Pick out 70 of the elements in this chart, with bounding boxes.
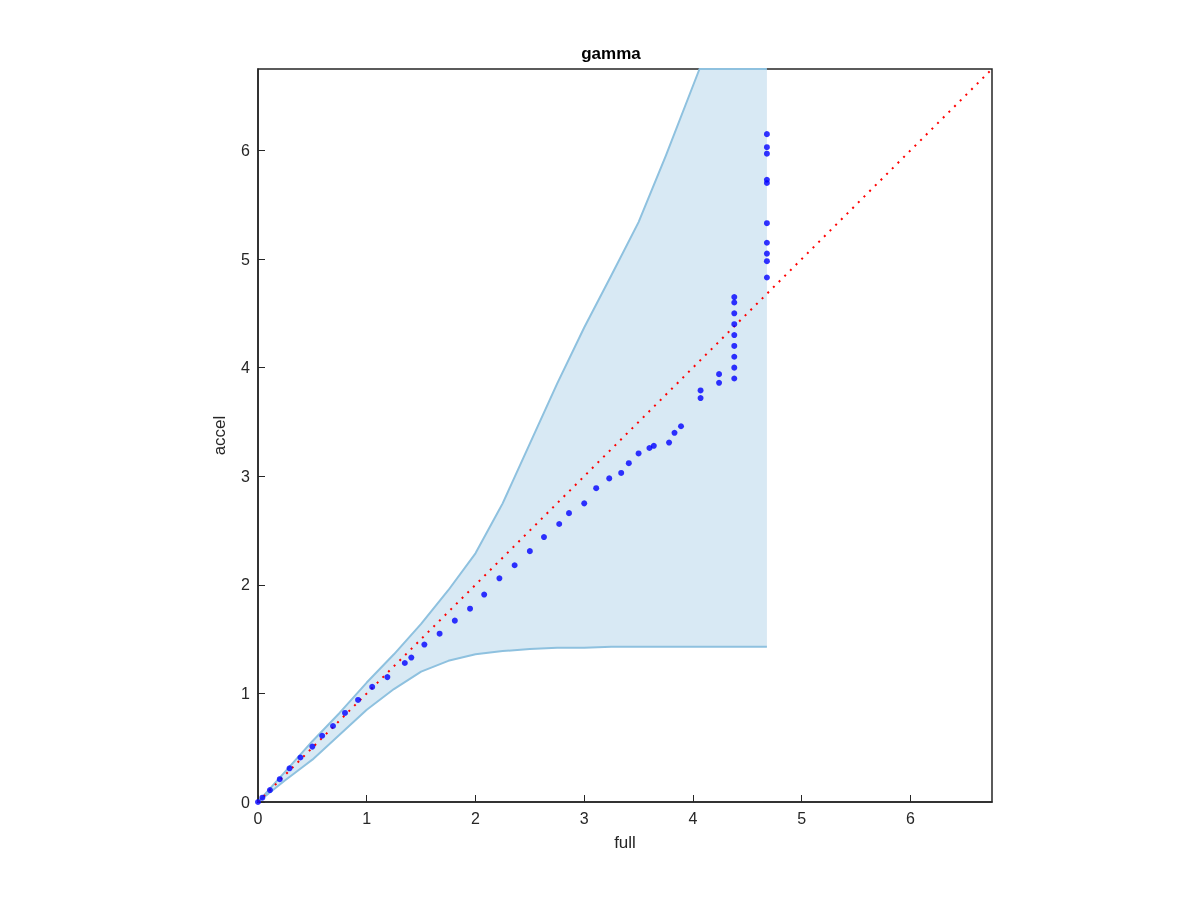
point <box>309 743 316 750</box>
point <box>297 754 304 761</box>
point <box>467 605 474 612</box>
y-tick-label: 2 <box>241 576 251 594</box>
point <box>330 722 337 729</box>
point <box>731 332 738 339</box>
point <box>731 364 738 371</box>
x-tick-label: 2 <box>471 809 481 827</box>
point <box>763 274 770 281</box>
point <box>731 310 738 317</box>
point <box>556 521 563 527</box>
point <box>618 469 625 476</box>
point <box>666 439 673 446</box>
point <box>540 534 547 541</box>
point <box>731 353 738 360</box>
point <box>319 732 326 739</box>
x-tick-label: 4 <box>688 809 698 827</box>
y-tick-label: 4 <box>241 359 251 377</box>
point <box>763 258 770 265</box>
point <box>763 150 770 157</box>
y-tick-label: 5 <box>241 250 251 268</box>
y-tick-label: 6 <box>241 141 251 159</box>
point <box>625 460 632 467</box>
x-tick-label: 6 <box>905 809 915 827</box>
point <box>731 294 738 301</box>
y-tick-label: 0 <box>241 793 251 811</box>
point <box>511 562 518 569</box>
point <box>581 500 588 507</box>
y-tick-label: 3 <box>241 467 251 485</box>
point <box>401 660 408 666</box>
point <box>255 799 261 805</box>
point <box>276 776 283 783</box>
point <box>763 220 770 227</box>
point <box>566 510 572 517</box>
point <box>481 591 488 598</box>
x-tick-label: 3 <box>579 809 589 827</box>
point <box>678 423 684 430</box>
point <box>266 787 273 794</box>
point <box>731 342 738 349</box>
point <box>763 250 770 257</box>
point <box>635 450 642 457</box>
point <box>763 144 770 151</box>
point <box>650 442 657 449</box>
chart-title: gamma <box>581 44 642 63</box>
point <box>763 131 770 138</box>
point <box>716 371 723 378</box>
point <box>671 429 678 436</box>
point <box>496 575 503 582</box>
point <box>606 475 613 482</box>
point <box>731 321 738 328</box>
y-tick-label: 1 <box>241 684 251 702</box>
x-axis-title: full <box>614 833 636 852</box>
point <box>593 485 600 492</box>
point <box>716 379 723 386</box>
point <box>421 641 428 648</box>
point <box>526 548 533 555</box>
point <box>697 387 704 394</box>
point <box>697 395 704 402</box>
point <box>451 617 458 624</box>
y-axis-title: accel <box>210 415 229 456</box>
x-tick-label: 5 <box>797 809 807 827</box>
point <box>763 180 770 187</box>
point <box>763 239 770 246</box>
point <box>384 674 391 681</box>
point <box>436 630 443 637</box>
point <box>355 696 362 703</box>
x-tick-label: 0 <box>253 809 263 827</box>
point <box>369 683 376 690</box>
x-tick-label: 1 <box>362 809 372 827</box>
point <box>342 709 348 716</box>
